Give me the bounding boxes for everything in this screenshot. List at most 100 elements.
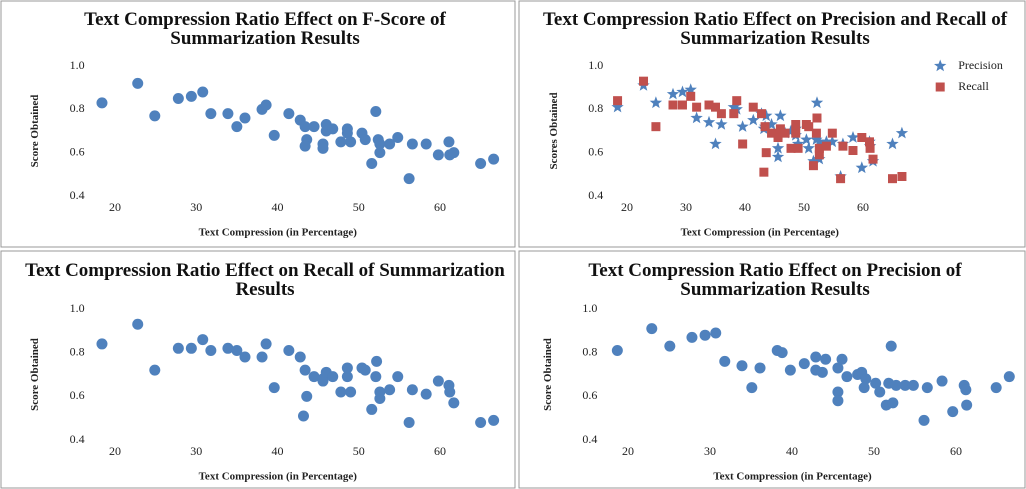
point xyxy=(757,109,767,119)
y-tick-label: 1.0 xyxy=(588,58,603,72)
point xyxy=(664,340,676,352)
point xyxy=(773,130,783,140)
point xyxy=(366,158,378,169)
x-tick-label: 50 xyxy=(353,200,365,214)
point xyxy=(448,147,460,159)
y-tick-label: 0.8 xyxy=(588,101,603,115)
point xyxy=(432,149,444,161)
point xyxy=(838,141,848,151)
point xyxy=(676,85,689,98)
legend-marker xyxy=(935,82,945,92)
y-tick-label: 1.0 xyxy=(70,301,85,315)
point xyxy=(222,108,234,120)
point xyxy=(899,379,911,391)
point xyxy=(711,102,720,112)
point xyxy=(132,318,144,330)
point xyxy=(96,97,108,109)
point xyxy=(374,386,386,398)
point xyxy=(297,410,309,422)
x-tick-label: 40 xyxy=(271,444,283,458)
x-tick-label: 60 xyxy=(434,200,446,214)
point xyxy=(947,406,959,418)
point xyxy=(820,135,833,148)
point xyxy=(327,123,339,135)
chart-title: Text Compression Ratio Effect on Precisi… xyxy=(588,260,962,300)
point xyxy=(299,140,311,152)
point xyxy=(832,395,844,407)
point xyxy=(791,128,801,138)
point xyxy=(260,99,272,111)
point xyxy=(710,327,722,339)
point xyxy=(677,100,687,110)
point xyxy=(784,124,798,137)
point xyxy=(611,344,623,356)
x-tick-label: 50 xyxy=(353,444,365,458)
point xyxy=(813,135,826,148)
point xyxy=(646,323,658,335)
point xyxy=(874,386,886,398)
point xyxy=(759,167,769,177)
point xyxy=(443,136,455,148)
point xyxy=(613,96,623,106)
point xyxy=(810,133,823,145)
point xyxy=(283,344,295,356)
point xyxy=(668,100,678,110)
point xyxy=(960,384,972,396)
point xyxy=(821,141,831,151)
point xyxy=(132,77,144,89)
point xyxy=(475,158,487,169)
legend-marker xyxy=(934,59,947,72)
point xyxy=(864,137,874,147)
point xyxy=(341,371,353,383)
y-axis-label: Scores Obtained xyxy=(548,92,560,169)
point xyxy=(730,102,743,115)
y-tick-label: 0.8 xyxy=(70,101,85,115)
point xyxy=(488,153,500,165)
point xyxy=(760,122,770,132)
point xyxy=(359,134,371,146)
point xyxy=(690,111,703,124)
point xyxy=(865,143,875,153)
x-tick-label: 20 xyxy=(622,444,634,458)
point xyxy=(716,109,726,119)
point xyxy=(918,414,930,426)
y-tick-label: 0.4 xyxy=(70,432,85,446)
y-axis-label: Score Obtained xyxy=(542,338,554,411)
point xyxy=(826,135,839,148)
point xyxy=(786,143,796,153)
point xyxy=(832,386,844,398)
x-axis-label: Text Compression (in Percentage) xyxy=(713,471,872,483)
point xyxy=(832,362,844,374)
point xyxy=(686,91,696,101)
x-tick-label: 30 xyxy=(704,444,716,458)
point xyxy=(301,390,313,402)
point xyxy=(807,154,820,167)
point xyxy=(317,142,329,154)
point xyxy=(239,112,251,124)
point xyxy=(299,121,311,133)
point xyxy=(771,141,785,154)
point xyxy=(810,351,822,363)
point xyxy=(205,344,217,356)
point xyxy=(748,102,758,112)
x-tick-label: 40 xyxy=(271,200,283,214)
point xyxy=(754,362,766,374)
y-tick-label: 0.6 xyxy=(588,144,603,158)
point xyxy=(841,371,853,383)
y-axis-label: Score Obtained xyxy=(29,338,41,411)
point xyxy=(639,76,649,86)
point xyxy=(858,382,870,394)
point xyxy=(185,90,197,102)
point xyxy=(371,355,383,367)
y-tick-label: 0.4 xyxy=(70,188,85,202)
point xyxy=(374,138,386,150)
x-axis-label: Text Compression (in Percentage) xyxy=(199,471,358,483)
point xyxy=(780,128,790,138)
point xyxy=(699,329,711,341)
y-axis-label: Score Obtained xyxy=(29,95,41,168)
chart-title: Text Compression Ratio Effect on F-Score… xyxy=(84,9,446,49)
point xyxy=(812,113,822,123)
point xyxy=(746,382,758,394)
